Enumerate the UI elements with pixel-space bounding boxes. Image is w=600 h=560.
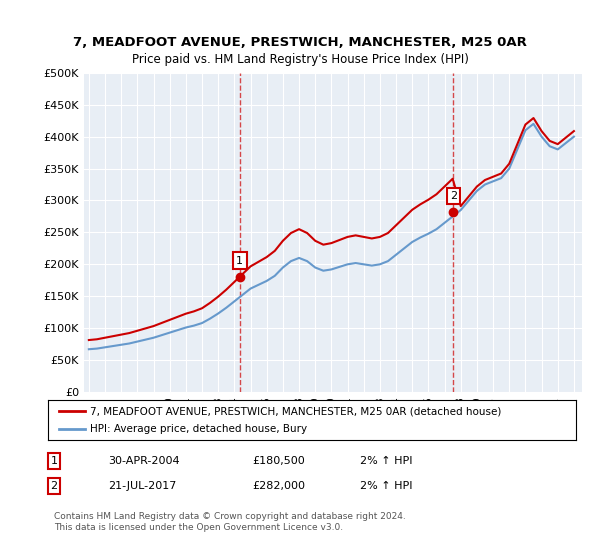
Text: 2% ↑ HPI: 2% ↑ HPI — [360, 481, 413, 491]
Text: 1: 1 — [50, 456, 58, 466]
Text: 1: 1 — [236, 256, 243, 266]
Text: Contains HM Land Registry data © Crown copyright and database right 2024.
This d: Contains HM Land Registry data © Crown c… — [54, 512, 406, 532]
Text: £180,500: £180,500 — [252, 456, 305, 466]
Text: 21-JUL-2017: 21-JUL-2017 — [108, 481, 176, 491]
Text: 2% ↑ HPI: 2% ↑ HPI — [360, 456, 413, 466]
Text: 30-APR-2004: 30-APR-2004 — [108, 456, 179, 466]
Text: 2: 2 — [50, 481, 58, 491]
Text: Price paid vs. HM Land Registry's House Price Index (HPI): Price paid vs. HM Land Registry's House … — [131, 53, 469, 66]
Text: 7, MEADFOOT AVENUE, PRESTWICH, MANCHESTER, M25 0AR: 7, MEADFOOT AVENUE, PRESTWICH, MANCHESTE… — [73, 36, 527, 49]
Text: £282,000: £282,000 — [252, 481, 305, 491]
Text: HPI: Average price, detached house, Bury: HPI: Average price, detached house, Bury — [90, 423, 307, 433]
Text: 2: 2 — [450, 191, 457, 201]
Text: 7, MEADFOOT AVENUE, PRESTWICH, MANCHESTER, M25 0AR (detached house): 7, MEADFOOT AVENUE, PRESTWICH, MANCHESTE… — [90, 407, 502, 417]
